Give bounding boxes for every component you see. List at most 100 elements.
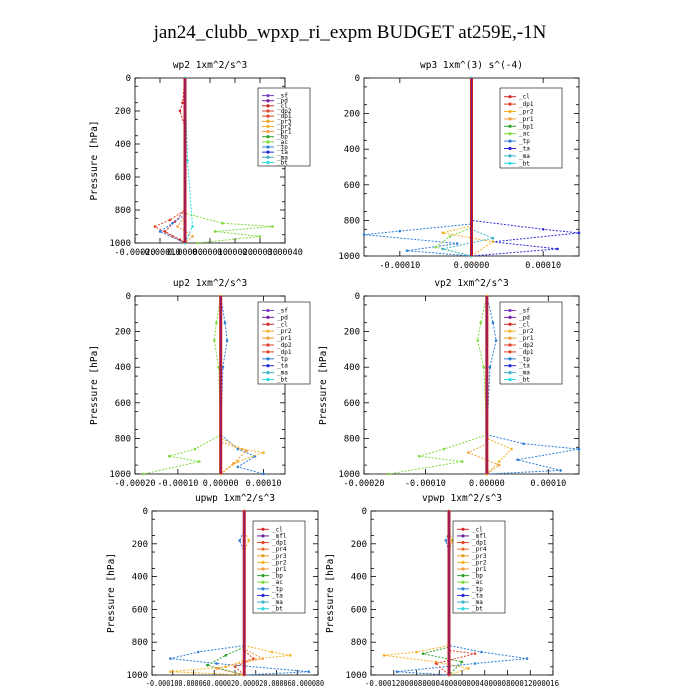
y-tick-label: 0 [126,292,131,302]
data-point-tp [444,539,448,542]
data-point-tp [362,233,366,236]
series-line-bt [184,77,194,244]
legend-marker [261,580,265,584]
data-point-dp1 [153,225,157,228]
data-point-tp [405,249,409,252]
legend-marker [508,357,512,361]
legend-entry: _dp1 [277,349,292,356]
data-point-cl [178,109,182,113]
y-tick-label: 600 [115,173,131,183]
data-point-tp [225,339,229,342]
data-point-pr2 [510,447,513,451]
legend-entry: _pr1 [277,129,292,136]
series-line-pr1 [467,296,501,475]
data-point-tp [238,539,241,542]
data-point-ac [434,245,437,249]
data-point-ma [441,247,445,251]
data-point-tp [395,670,399,674]
series-line-pr2 [442,78,495,257]
x-tick-label: 0.00010 [192,248,228,258]
legend-entry: _pd [277,314,288,321]
legend-marker [508,95,512,99]
legend-marker [461,534,465,538]
legend-marker [261,540,265,545]
legend-entry: _pr2 [277,123,292,130]
legend-entry: _mfl [472,533,487,540]
data-point-tp [307,670,311,674]
legend-entry: _pd [519,314,530,321]
legend-marker [266,322,270,326]
data-point-tp [398,229,402,233]
y-tick-label: 200 [344,328,360,338]
legend-entry: _tp [519,138,530,145]
legend-entry: _cl [272,526,283,533]
legend-marker [266,140,270,144]
legend-entry: _bp [272,573,283,580]
data-point-ta [541,228,545,231]
data-point-pr2 [236,460,240,463]
legend-marker [261,587,265,591]
x-tick-labels: -0.0001200008000040000000040000080001200… [365,679,559,688]
legend-marker [266,315,270,319]
legend-marker [508,117,512,121]
plot-frame [363,295,580,475]
legend-entry: _pr1 [277,335,292,342]
legend-marker [508,139,512,143]
legend: _sf_pd_cl_dp2_dp1_pr3_pr2_pr1_bp_ac_tp_t… [257,87,311,166]
data-point-dp1 [482,365,486,369]
y-tick-label: 400 [344,145,360,155]
legend-entry: _bt [472,606,483,613]
legend-entry: _sf [519,307,530,314]
legend-entry: _ac [519,131,530,138]
legend-marker [266,109,270,113]
legend-entry: _bt [519,377,530,384]
legend-entry: _ac [272,579,283,586]
page-title: jan24_clubb_wpxp_ri_expm BUDGET at259E,-… [153,22,547,43]
legend-marker [508,364,512,368]
legend-marker [508,308,512,313]
data-point-tp [215,662,218,665]
data-point-ac [224,654,228,657]
legend-marker [508,132,512,136]
y-tick-label: 0 [355,292,360,302]
data-point-pr2 [247,539,251,542]
data-point-ta [577,231,581,235]
legend-marker [461,593,465,598]
data-point-ac [196,241,199,245]
data-point-dp1 [476,339,479,342]
legend-entry: _ac [472,579,483,586]
legend-marker [508,146,512,151]
legend-marker [261,554,265,558]
chart-title: vpwp 1xm^2/s^3 [422,493,502,504]
legend-marker [508,350,512,354]
legend-marker [508,161,512,165]
data-point-tp [525,657,529,660]
legend-marker [508,109,512,114]
data-point-pr1 [497,463,501,467]
data-point-pr2 [491,240,495,244]
y-tick-label: 1000 [338,470,360,480]
y-tick-label: 0 [143,507,148,517]
data-point-tp [577,447,581,451]
legend-marker [508,377,512,382]
legend-entry: _dp1 [519,101,534,108]
legend-marker [261,534,265,538]
data-point-tp [480,650,483,654]
legend-marker [266,377,270,382]
legend-marker [508,154,512,158]
data-point-pr2 [467,667,470,670]
y-tick-label: 800 [115,434,131,444]
x-tick-label: 0.00000 [454,261,490,271]
data-point-ac [421,652,425,655]
legend-marker [508,322,512,326]
chart-panel-1: wp2 1xm^2/s^3 Pressure [hPa] 0 200 400 600 800… [89,60,311,258]
legend-marker [261,560,265,564]
legend-marker [461,580,465,584]
chart-title: vp2 1xm^2/s^3 [434,278,508,289]
y-tick-label: 600 [115,399,131,409]
data-point-tp [262,472,265,476]
legend-marker [266,104,270,108]
legend-entry: _cl [519,94,530,101]
legend-entry: _sf [277,93,288,100]
data-point-tp [223,321,227,325]
